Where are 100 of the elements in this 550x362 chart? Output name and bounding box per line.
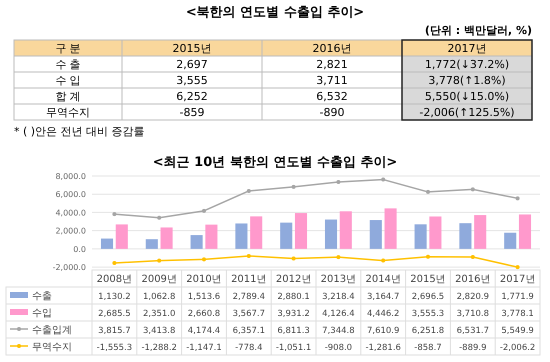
data-label: -778.4 bbox=[235, 343, 263, 353]
point bbox=[202, 257, 206, 262]
point bbox=[381, 178, 386, 182]
bar bbox=[205, 224, 218, 249]
x-tick-label: 2009년 bbox=[141, 274, 177, 285]
x-tick-label: 2012년 bbox=[276, 274, 312, 285]
data-label: 6,357.1 bbox=[232, 326, 266, 336]
bar bbox=[235, 223, 248, 249]
text: -859 bbox=[180, 106, 204, 119]
bar bbox=[384, 208, 397, 249]
text: -890 bbox=[320, 106, 344, 119]
data-label: -1,051.1 bbox=[276, 343, 312, 353]
category-label: 합 계 bbox=[55, 90, 81, 103]
point bbox=[381, 258, 386, 263]
data-label: 2,696.5 bbox=[412, 292, 444, 302]
legend-label: 무역수지 bbox=[32, 342, 72, 353]
data-label: 1,062.8 bbox=[142, 292, 176, 302]
point bbox=[112, 212, 116, 216]
x-tick-label: 2008년 bbox=[96, 274, 132, 285]
bar bbox=[518, 214, 532, 249]
data-label: 4,446.2 bbox=[366, 309, 400, 319]
legend-label: 수출입계 bbox=[32, 325, 72, 336]
x-tick-label: 2013년 bbox=[320, 274, 356, 285]
data-label: -1,288.2 bbox=[141, 343, 177, 353]
text: 3,778(↑1.8%) bbox=[428, 74, 506, 87]
legend-label: 수출 bbox=[32, 291, 52, 302]
data-label: 2,880.1 bbox=[277, 292, 310, 302]
y-tick-label: 4,000.0 bbox=[55, 208, 86, 218]
category-label: 2016년 bbox=[312, 42, 352, 55]
point bbox=[202, 208, 206, 213]
bar bbox=[370, 220, 382, 249]
text: 1,772(↓37.2%) bbox=[424, 58, 510, 71]
data-label: 3,218.4 bbox=[322, 292, 355, 302]
x-tick-label: 2011년 bbox=[231, 274, 267, 285]
text: 3,711 bbox=[316, 74, 348, 87]
data-label: 1,130.2 bbox=[98, 292, 131, 302]
text: 2,697 bbox=[176, 58, 208, 71]
data-label: 2,685.5 bbox=[98, 309, 131, 319]
bar bbox=[116, 224, 128, 249]
point bbox=[246, 188, 251, 193]
category-label: 2015년 bbox=[172, 42, 212, 55]
data-label: 6,811.3 bbox=[277, 326, 310, 336]
point bbox=[516, 265, 520, 270]
data-label: 3,164.7 bbox=[366, 292, 400, 302]
x-tick-label: 2015년 bbox=[410, 274, 446, 285]
bar bbox=[414, 224, 427, 249]
data-label: -1,281.6 bbox=[365, 343, 401, 353]
bar bbox=[340, 211, 352, 249]
bar bbox=[190, 235, 203, 249]
bar bbox=[459, 223, 472, 249]
data-label: -1,555.3 bbox=[96, 343, 132, 353]
category-label: 수 출 bbox=[55, 58, 81, 71]
data-label: -889.9 bbox=[459, 343, 487, 353]
y-tick-label: -2,000.0 bbox=[52, 263, 86, 272]
point bbox=[292, 184, 296, 189]
y-tick-label: 0.0 bbox=[73, 244, 86, 254]
bar bbox=[504, 232, 516, 249]
text: (단위 : 백만달러, %) bbox=[424, 24, 532, 37]
data-label: 4,174.4 bbox=[188, 326, 220, 336]
bar bbox=[250, 216, 262, 249]
point bbox=[246, 254, 251, 258]
data-label: 1,513.6 bbox=[188, 292, 220, 302]
data-label: 7,610.9 bbox=[366, 326, 400, 336]
data-label: 2,351.0 bbox=[142, 309, 176, 319]
bar bbox=[160, 227, 173, 249]
point bbox=[157, 216, 162, 220]
bar bbox=[429, 216, 442, 249]
x-tick-label: 2010년 bbox=[186, 274, 222, 285]
category-label: 수 입 bbox=[55, 74, 81, 87]
text: -2,006(↑125.5%) bbox=[419, 106, 515, 119]
text: 5,550(↓15.0%) bbox=[424, 90, 510, 103]
y-tick-label: 8,000.0 bbox=[55, 172, 86, 181]
bar bbox=[474, 215, 486, 249]
data-label: 3,931.2 bbox=[277, 309, 310, 319]
point bbox=[470, 254, 475, 259]
chart-title: <최근 10년 북한의 연도별 수출입 추이> bbox=[152, 155, 398, 170]
point bbox=[112, 261, 116, 266]
text: 3,555 bbox=[176, 74, 208, 87]
data-label: -908.0 bbox=[324, 343, 352, 353]
point bbox=[157, 258, 162, 263]
text: 6,532 bbox=[316, 90, 348, 103]
data-label: 2,660.8 bbox=[188, 309, 220, 319]
legend-label: 수입 bbox=[32, 308, 52, 319]
category-label: 2017년 bbox=[448, 42, 486, 55]
point bbox=[336, 255, 340, 260]
point bbox=[426, 254, 430, 259]
data-label: 3,778.1 bbox=[501, 309, 534, 319]
bar bbox=[146, 239, 158, 249]
bar bbox=[294, 213, 308, 249]
text: 2,821 bbox=[316, 58, 348, 71]
data-label: -858.7 bbox=[414, 343, 442, 353]
bar bbox=[324, 220, 338, 249]
category-label: 구 분 bbox=[55, 42, 81, 55]
data-label: 3,413.8 bbox=[142, 326, 176, 336]
data-label: 3,710.8 bbox=[456, 309, 490, 319]
y-tick-label: 2,000.0 bbox=[55, 226, 86, 236]
data-label: 6,251.8 bbox=[412, 326, 444, 336]
point bbox=[516, 196, 520, 200]
point bbox=[336, 180, 340, 184]
point bbox=[470, 187, 475, 192]
